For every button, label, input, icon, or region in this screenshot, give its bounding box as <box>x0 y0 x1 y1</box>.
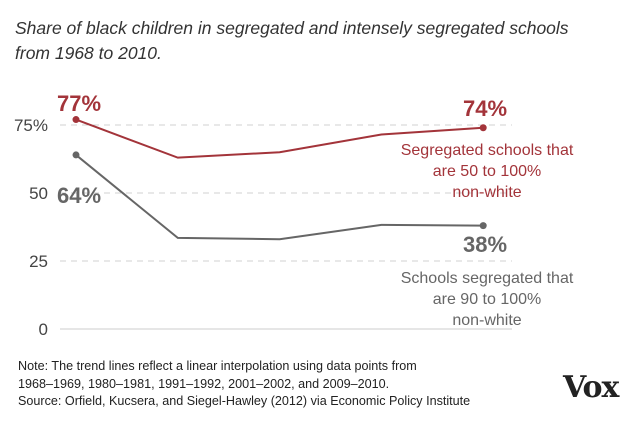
chart-title: Share of black children in segregated an… <box>15 18 569 63</box>
data-point <box>479 124 487 132</box>
series-line <box>75 154 484 241</box>
end-value-label: 74% <box>463 96 507 121</box>
series-label: Schools segregated that <box>401 270 574 287</box>
series-label: non-white <box>452 184 521 201</box>
y-tick-label: 75% <box>14 116 48 135</box>
data-point <box>72 151 80 159</box>
series-label: non-white <box>452 312 521 329</box>
source-line: Source: Orfield, Kucsera, and Siegel-Haw… <box>18 394 471 408</box>
start-value-label: 77% <box>57 91 101 116</box>
end-value-label: 38% <box>463 232 507 257</box>
series-line <box>75 118 484 159</box>
y-tick-label: 25 <box>29 252 48 271</box>
data-point <box>479 222 487 230</box>
y-tick-label: 50 <box>29 184 48 203</box>
chart-note: Note: The trend lines reflect a linear i… <box>18 358 538 411</box>
note-line: Note: The trend lines reflect a linear i… <box>18 359 417 373</box>
start-value-label: 64% <box>57 183 101 208</box>
note-line: 1968–1969, 1980–1981, 1991–1992, 2001–20… <box>18 376 390 391</box>
series-label: are 90 to 100% <box>433 291 542 308</box>
series-label: are 50 to 100% <box>433 163 542 180</box>
data-point <box>72 116 80 124</box>
vox-logo: Vox <box>563 370 619 405</box>
y-tick-label: 0 <box>39 320 48 339</box>
series-label: Segregated schools that <box>401 142 574 159</box>
